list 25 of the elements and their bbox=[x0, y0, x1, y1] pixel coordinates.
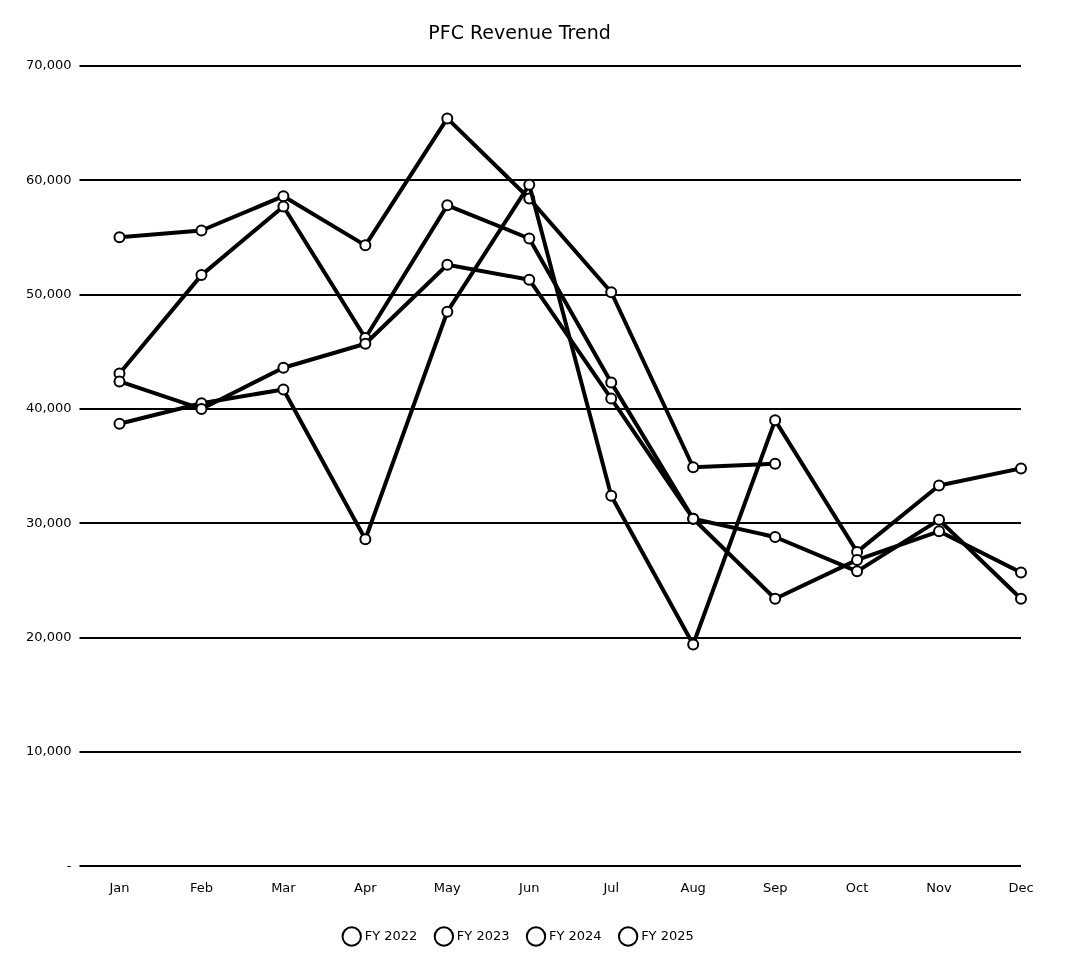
y-tick-label: 20,000 bbox=[25, 629, 72, 645]
legend-label: FY 2025 bbox=[641, 927, 694, 943]
y-tick-label: 60,000 bbox=[25, 171, 72, 187]
x-tick-label: Jul bbox=[602, 879, 620, 895]
x-tick-label: Apr bbox=[354, 879, 378, 895]
x-tick-label: Nov bbox=[926, 879, 953, 895]
x-tick-label: Jun bbox=[518, 879, 540, 895]
y-tick-label: 10,000 bbox=[25, 743, 72, 759]
x-tick-label: Mar bbox=[271, 879, 297, 895]
y-tick-label: 50,000 bbox=[25, 285, 72, 301]
y-tick-label: 30,000 bbox=[25, 514, 72, 530]
legend-label: FY 2022 bbox=[364, 927, 418, 943]
y-tick-label: 40,000 bbox=[25, 400, 72, 416]
legend-label: FY 2023 bbox=[456, 927, 510, 943]
chart-title: PFC Revenue Trend bbox=[428, 21, 611, 44]
x-tick-label: Feb bbox=[189, 879, 213, 895]
x-tick-label: Oct bbox=[845, 879, 869, 895]
y-tick-label: - bbox=[66, 857, 72, 873]
legend-label: FY 2024 bbox=[549, 927, 602, 943]
x-tick-label: Sep bbox=[762, 879, 788, 895]
x-tick-label: May bbox=[433, 879, 462, 895]
x-tick-label: Aug bbox=[680, 879, 706, 895]
x-tick-label: Dec bbox=[1008, 879, 1034, 895]
x-tick-label: Jan bbox=[108, 879, 130, 895]
y-tick-label: 70,000 bbox=[25, 57, 72, 73]
